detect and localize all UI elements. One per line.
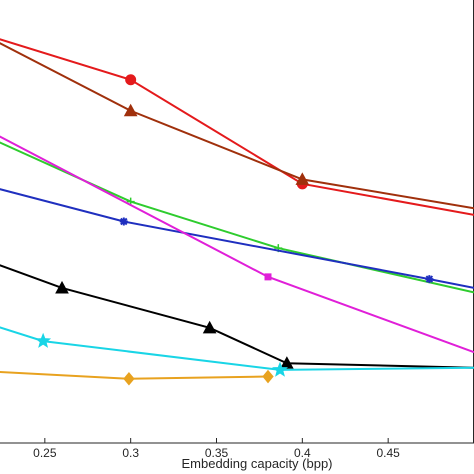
x-tick-label: 0.25 [33, 446, 57, 460]
data-point [262, 369, 274, 384]
series-line [0, 371, 269, 380]
data-point [264, 273, 272, 281]
series-8 [0, 369, 274, 386]
series-4 [0, 188, 474, 289]
series-6 [0, 264, 474, 369]
series-line [0, 42, 474, 210]
x-tick-label: 0.35 [205, 446, 229, 460]
series-line [0, 135, 474, 354]
x-tick-label: 0.45 [376, 446, 400, 460]
x-tick-label: 0.4 [294, 446, 311, 460]
data-point [280, 356, 294, 369]
data-point [123, 371, 135, 386]
series-1 [0, 38, 474, 216]
series-5 [0, 135, 474, 354]
series-7 [0, 326, 474, 377]
x-tick-label: 0.3 [122, 446, 139, 460]
series-line [0, 264, 474, 369]
series-line [0, 141, 474, 294]
series-line [0, 326, 474, 371]
data-point [202, 320, 217, 334]
series-layer [0, 38, 474, 386]
data-point [272, 361, 288, 377]
data-point [125, 74, 137, 86]
data-point [119, 217, 128, 226]
data-point [295, 172, 310, 185]
series-2 [0, 42, 474, 210]
data-point [35, 332, 52, 348]
data-point [123, 103, 138, 117]
data-point [55, 280, 69, 294]
series-line [0, 38, 474, 216]
series-line [0, 188, 474, 289]
data-point [425, 275, 434, 284]
x-axis-label: Embedding capacity (bpp) [181, 456, 332, 471]
x-axis: 0.25 0.3 0.35 0.4 0.45 [33, 438, 400, 460]
